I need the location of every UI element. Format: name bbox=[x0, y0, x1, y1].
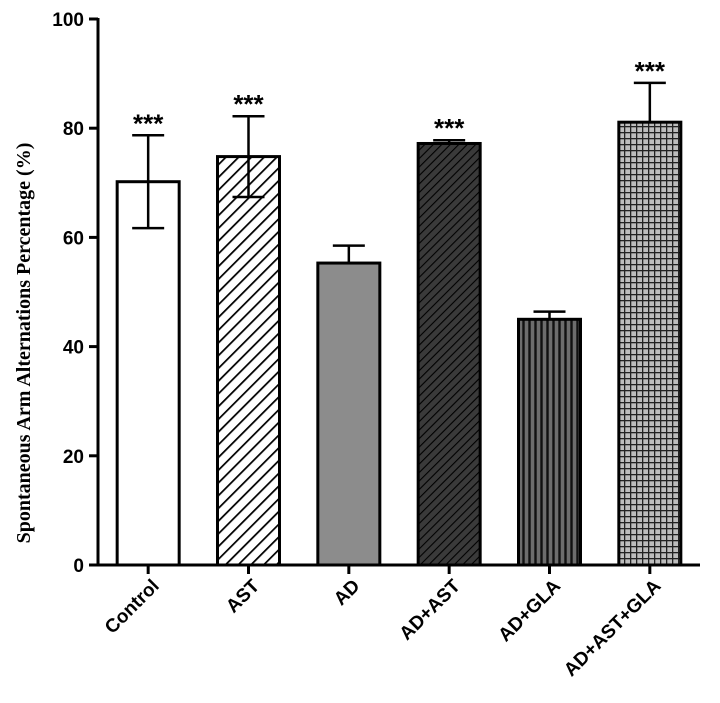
x-tick-label: AST bbox=[222, 575, 264, 617]
significance-label: *** bbox=[635, 56, 666, 86]
bar bbox=[416, 141, 482, 567]
bars-group: *** *** *** *** bbox=[115, 56, 683, 567]
bar bbox=[115, 180, 181, 567]
bar-group-ad bbox=[316, 244, 382, 567]
bar bbox=[216, 155, 281, 567]
y-axis: 0 20 40 60 80 100 bbox=[52, 10, 100, 577]
bar bbox=[617, 120, 683, 567]
bar bbox=[316, 261, 382, 567]
x-tick-label: AD+AST+GLA bbox=[560, 575, 665, 680]
x-tick-label: AD+AST bbox=[396, 575, 465, 644]
y-axis-title: Spontaneous Arm Alternations Percentage … bbox=[13, 143, 35, 544]
bar-group-ad-ast: *** bbox=[416, 113, 482, 567]
y-tick-label: 20 bbox=[63, 447, 84, 468]
bar bbox=[517, 317, 582, 567]
significance-label: *** bbox=[133, 108, 164, 138]
y-tick-label: 80 bbox=[63, 119, 84, 140]
x-tick-label: AD+GLA bbox=[495, 575, 566, 646]
y-tick-label: 60 bbox=[63, 228, 84, 249]
bar-group-ad-gla bbox=[517, 310, 582, 567]
x-tick-label: Control bbox=[101, 576, 164, 639]
y-tick-label: 0 bbox=[73, 556, 84, 577]
x-tick-label: AD bbox=[330, 576, 364, 610]
y-tick-label: 40 bbox=[63, 338, 84, 359]
y-tick-label: 100 bbox=[52, 10, 84, 31]
bar-group-ad-ast-gla: *** bbox=[617, 56, 683, 567]
significance-label: *** bbox=[233, 89, 264, 119]
significance-label: *** bbox=[434, 113, 465, 143]
bar-group-ast: *** bbox=[216, 89, 281, 567]
bar-group-control: *** bbox=[115, 108, 181, 567]
